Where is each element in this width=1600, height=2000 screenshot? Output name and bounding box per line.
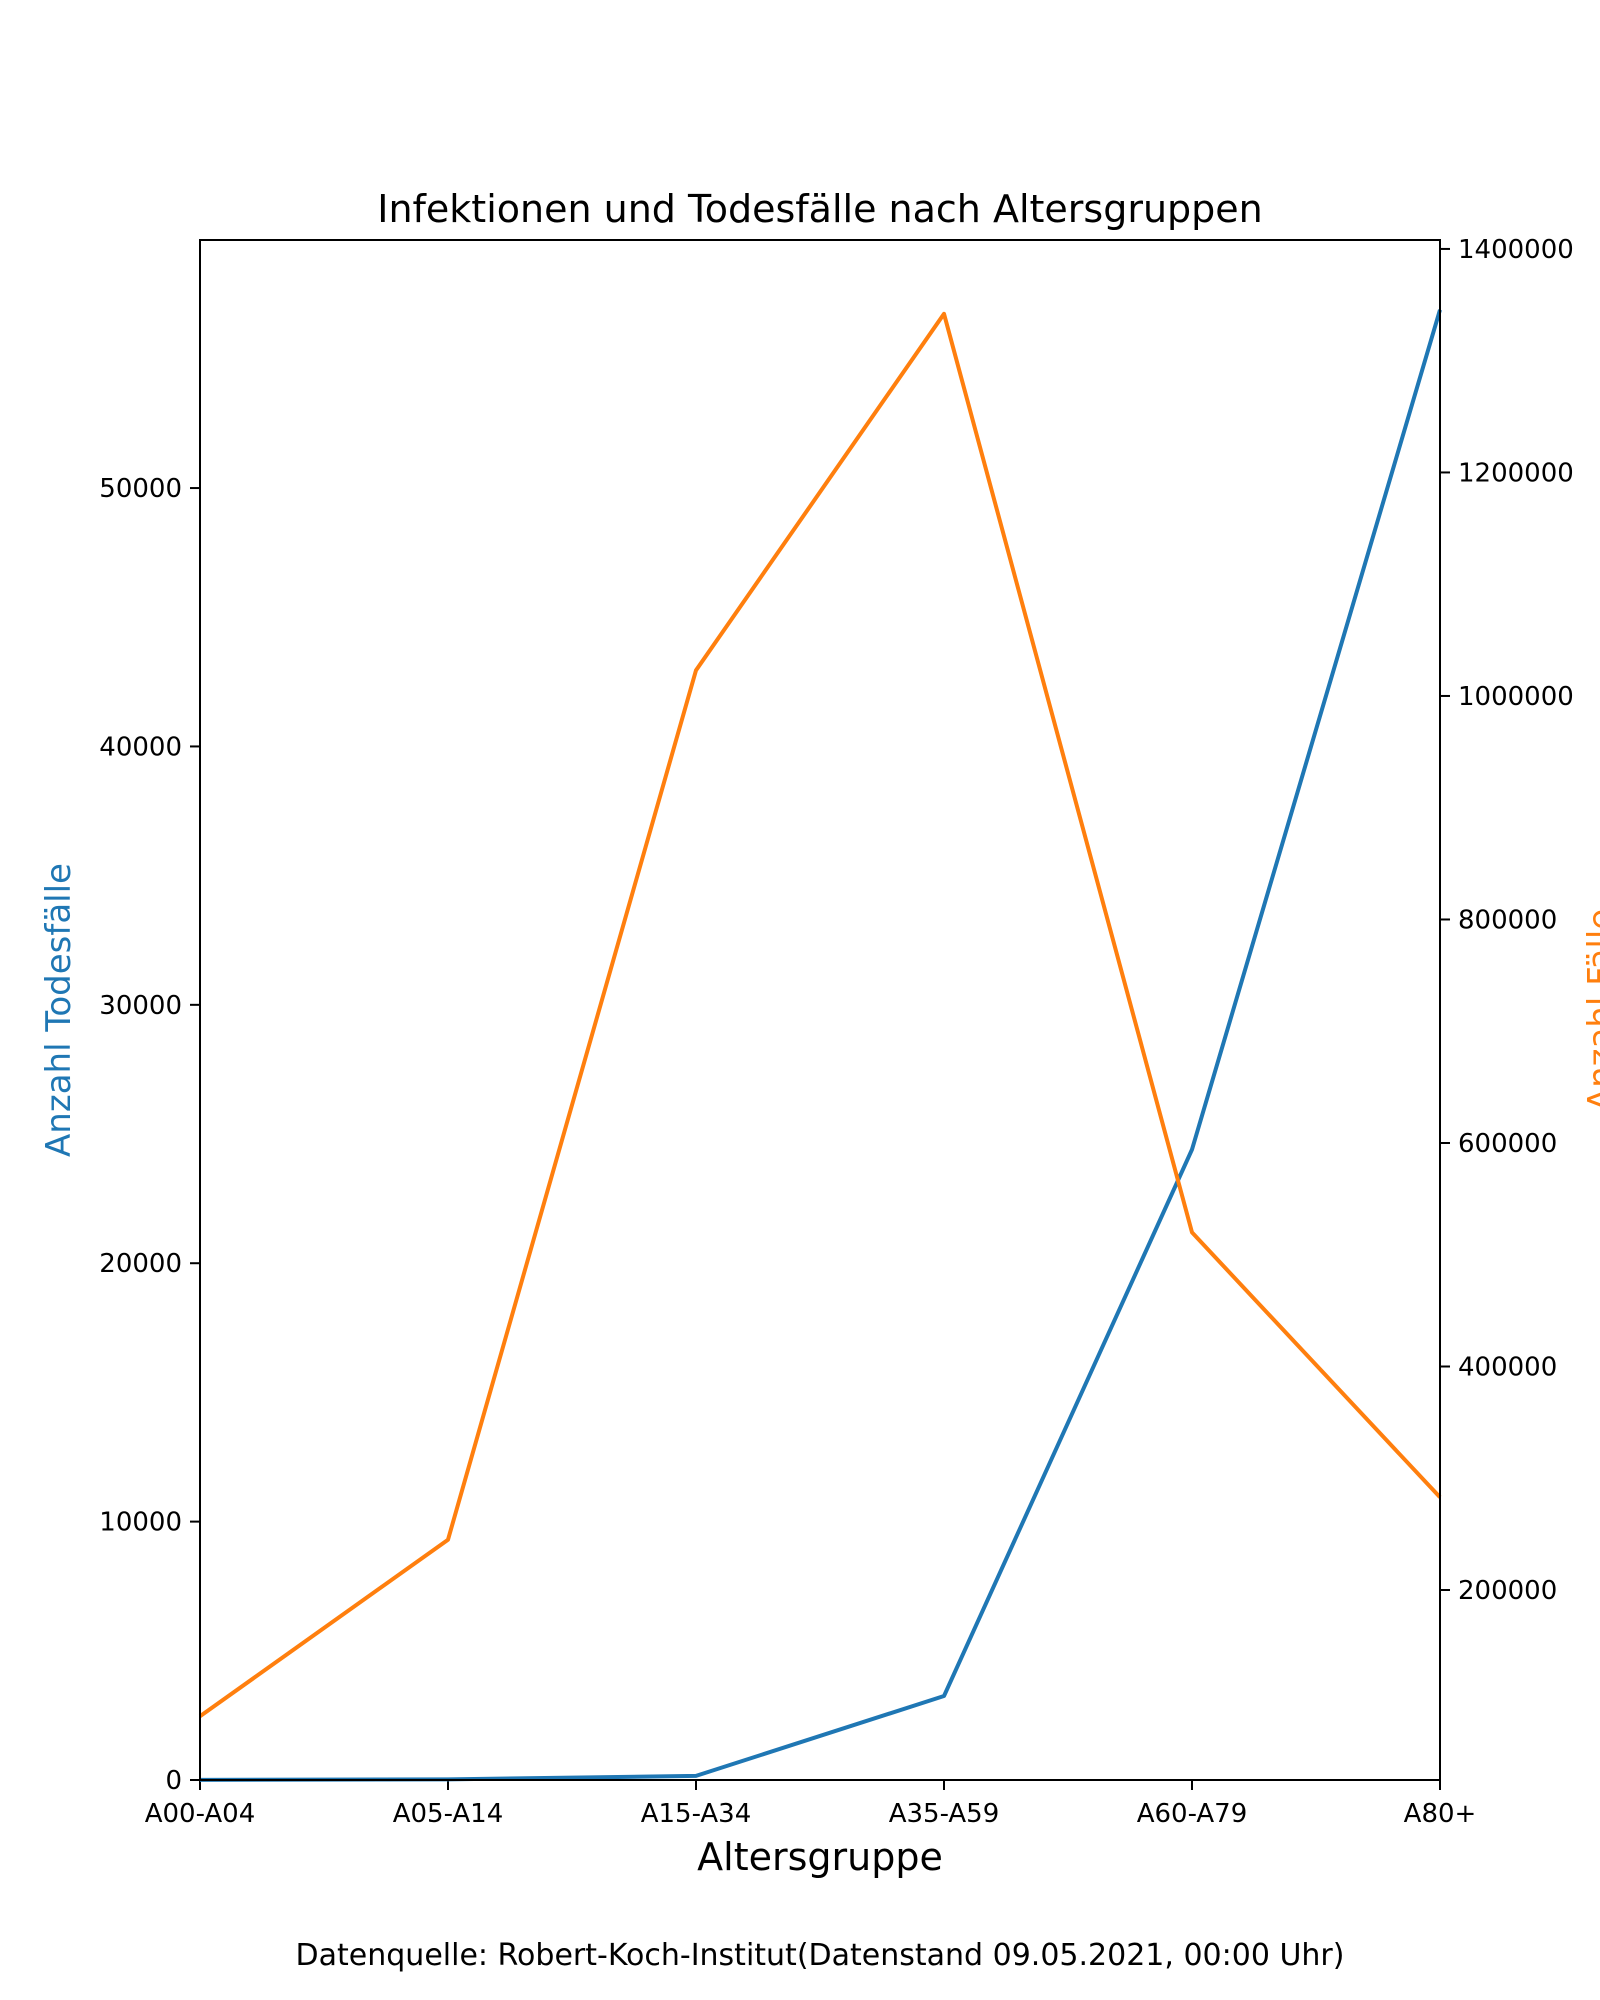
left-y-tick-label: 20000 [99, 1249, 182, 1279]
right-y-tick-label: 1400000 [1458, 235, 1574, 265]
left-y-tick-label: 50000 [99, 474, 182, 504]
x-tick-label: A80+ [1404, 1799, 1477, 1829]
plot-frame [199, 239, 1441, 1781]
right-axis-label: Anzahl Fälle [1581, 909, 1600, 1111]
right-y-tick-label: 600000 [1458, 1129, 1557, 1159]
x-tick-label: A15-A34 [641, 1799, 752, 1829]
x-tick-label: A05-A14 [393, 1799, 504, 1829]
left-axis-label: Anzahl Todesfälle [39, 863, 79, 1157]
right-y-tick-label: 200000 [1458, 1576, 1557, 1606]
left-y-tick-label: 40000 [99, 732, 182, 762]
right-y-tick-label: 800000 [1458, 905, 1557, 935]
cases-series-line [198, 311, 1442, 1718]
x-axis-label: Altersgruppe [697, 1835, 943, 1879]
chart-marks: A00-A04 A05-A14 A15-A34 A35-A59 A60-A79 A80+ 0… [99, 235, 1574, 1829]
x-tick-label: A35-A59 [889, 1799, 1000, 1829]
right-y-tick-label: 400000 [1458, 1353, 1557, 1383]
x-tick-label: A00-A04 [145, 1799, 256, 1829]
left-y-tick-label: 10000 [99, 1508, 182, 1538]
right-y-tick-label: 1200000 [1458, 458, 1574, 488]
data-source-note: Datenquelle: Robert-Koch-Institut(Datens… [296, 1938, 1345, 1973]
right-y-tick-label: 1000000 [1458, 682, 1574, 712]
x-tick-label: A60-A79 [1137, 1799, 1248, 1829]
left-y-tick-label: 0 [165, 1766, 182, 1796]
chart-title: Infektionen und Todesfälle nach Altersgr… [377, 187, 1263, 231]
left-y-tick-label: 30000 [99, 991, 182, 1021]
